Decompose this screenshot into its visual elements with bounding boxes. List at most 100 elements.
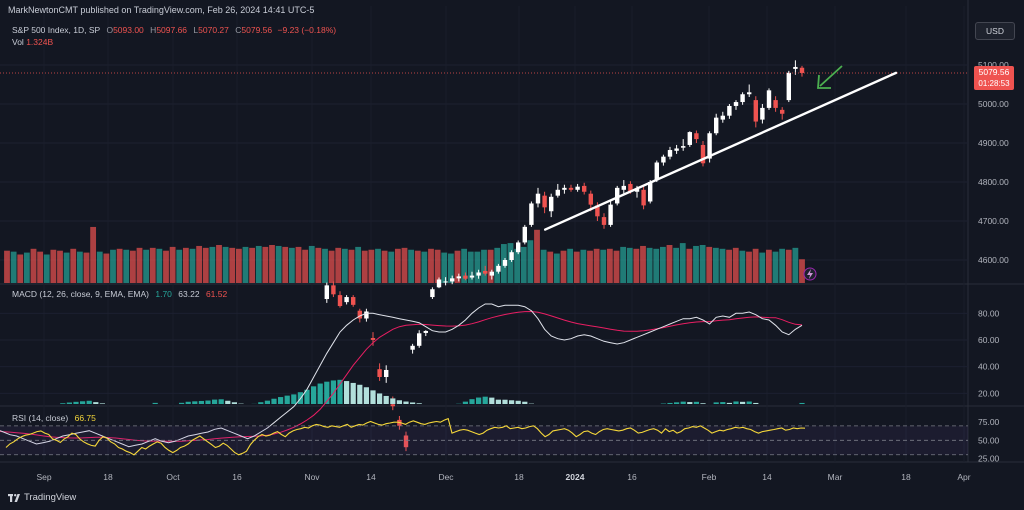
volume-bar — [693, 245, 699, 283]
candle-body — [601, 217, 607, 225]
volume-bar — [732, 247, 739, 283]
macd-histogram-bar — [192, 401, 198, 404]
candle-body — [799, 67, 805, 73]
volume-bar — [454, 250, 461, 283]
candle-body — [753, 100, 758, 122]
macd-histogram-bar — [80, 401, 86, 404]
candle-body — [430, 289, 435, 298]
candle-body — [681, 146, 686, 148]
macd-histogram-bar — [746, 401, 752, 404]
macd-histogram-bar — [86, 400, 92, 404]
publisher-line: MarkNewtonCMT published on TradingView.c… — [8, 5, 315, 15]
volume-bar — [633, 248, 640, 283]
candle-body — [700, 144, 706, 164]
candle-body — [443, 281, 448, 283]
volume-bar — [686, 248, 693, 283]
panel-bg-1 — [0, 284, 968, 406]
macd-histogram-bar — [370, 390, 376, 404]
volume-bar — [242, 246, 249, 283]
candle-body — [694, 133, 699, 140]
candle-body — [384, 369, 389, 377]
candle-body — [575, 186, 580, 190]
volume-bar — [567, 248, 574, 283]
macd-histogram-bar — [363, 387, 369, 404]
macd-histogram-bar — [522, 401, 528, 404]
volume-bar — [30, 248, 37, 283]
volume-bar — [613, 250, 620, 283]
time-tick-label: 18 — [103, 472, 113, 482]
symbol-title: S&P 500 Index, 1D, SP — [12, 25, 101, 35]
candle-body — [747, 92, 752, 95]
macd-histogram-bar — [225, 400, 231, 404]
macd-signal-value: 61.52 — [205, 289, 228, 299]
volume-bar — [182, 247, 189, 283]
macd-histogram-bar — [753, 402, 759, 404]
volume-bar — [235, 248, 242, 283]
macd-histogram-bar — [489, 397, 495, 404]
candle-body — [509, 252, 514, 260]
volume-bar — [467, 251, 474, 283]
volume-bar — [428, 248, 434, 283]
volume-bar — [355, 246, 362, 283]
macd-tick-label: 20.00 — [978, 388, 1000, 398]
volume-bar — [507, 243, 514, 283]
volume-bar — [726, 249, 733, 283]
open-value: 5093.00 — [113, 25, 144, 35]
macd-tick-label: 80.00 — [978, 308, 1000, 318]
macd-histogram-bar — [324, 381, 330, 404]
volume-bar — [282, 246, 289, 283]
candle-body — [621, 185, 626, 190]
time-tick-label: 14 — [762, 472, 772, 482]
support-trendline — [544, 71, 898, 231]
high-key: H — [150, 25, 157, 35]
volume-bar — [401, 247, 408, 283]
volume-bar — [110, 249, 116, 283]
volume-bar — [520, 246, 527, 283]
candle-body — [727, 105, 732, 116]
candle-body — [595, 205, 600, 217]
macd-histogram-bar — [73, 401, 79, 404]
tradingview-logo-icon — [8, 493, 20, 502]
candle-body — [549, 196, 554, 212]
volume-bar — [123, 249, 130, 283]
volume-bar — [196, 245, 203, 283]
rsi-label: RSI (14, close) — [12, 413, 69, 423]
volume-bar — [361, 250, 368, 283]
volume-bar — [394, 248, 401, 283]
macd-histogram-bar — [726, 402, 732, 404]
volume-bar — [527, 240, 534, 283]
volume-bar — [90, 226, 97, 283]
low-key: L — [193, 25, 199, 35]
volume-bar — [600, 249, 607, 283]
macd-histogram-bar — [185, 401, 191, 404]
macd-histogram-bar — [396, 400, 402, 404]
change-value: −9.23 (−0.18%) — [277, 25, 337, 35]
volume-bar — [149, 247, 156, 283]
candle-body — [463, 275, 468, 279]
candle-body — [436, 279, 442, 288]
candle-body — [766, 90, 772, 108]
volume-bar — [255, 245, 262, 283]
macd-histogram-bar — [687, 402, 693, 404]
macd-histogram-bar — [264, 400, 270, 404]
candle-body — [542, 195, 547, 208]
rsi-tick-label: 25.00 — [978, 453, 1000, 463]
macd-histogram-bar — [317, 383, 323, 404]
macd-histogram-bar — [416, 403, 422, 404]
footer-brand[interactable]: TradingView — [8, 492, 76, 503]
volume-bar — [96, 251, 103, 283]
volume-legend: Vol 1.324B — [12, 37, 53, 47]
candle-body — [489, 271, 494, 276]
close-key: C — [235, 25, 242, 35]
price-legend: S&P 500 Index, 1D, SP O5093.00 H5097.66 … — [12, 25, 336, 35]
candle-body — [469, 275, 475, 278]
price-tick-label: 4700.00 — [978, 216, 1009, 226]
macd-histogram-bar — [350, 382, 356, 404]
candle-body — [648, 182, 653, 202]
currency-button[interactable]: USD — [975, 22, 1015, 40]
candle-body — [588, 193, 593, 205]
volume-bar — [560, 250, 567, 283]
price-tick-label: 4900.00 — [978, 138, 1009, 148]
macd-histogram-bar — [495, 399, 501, 404]
